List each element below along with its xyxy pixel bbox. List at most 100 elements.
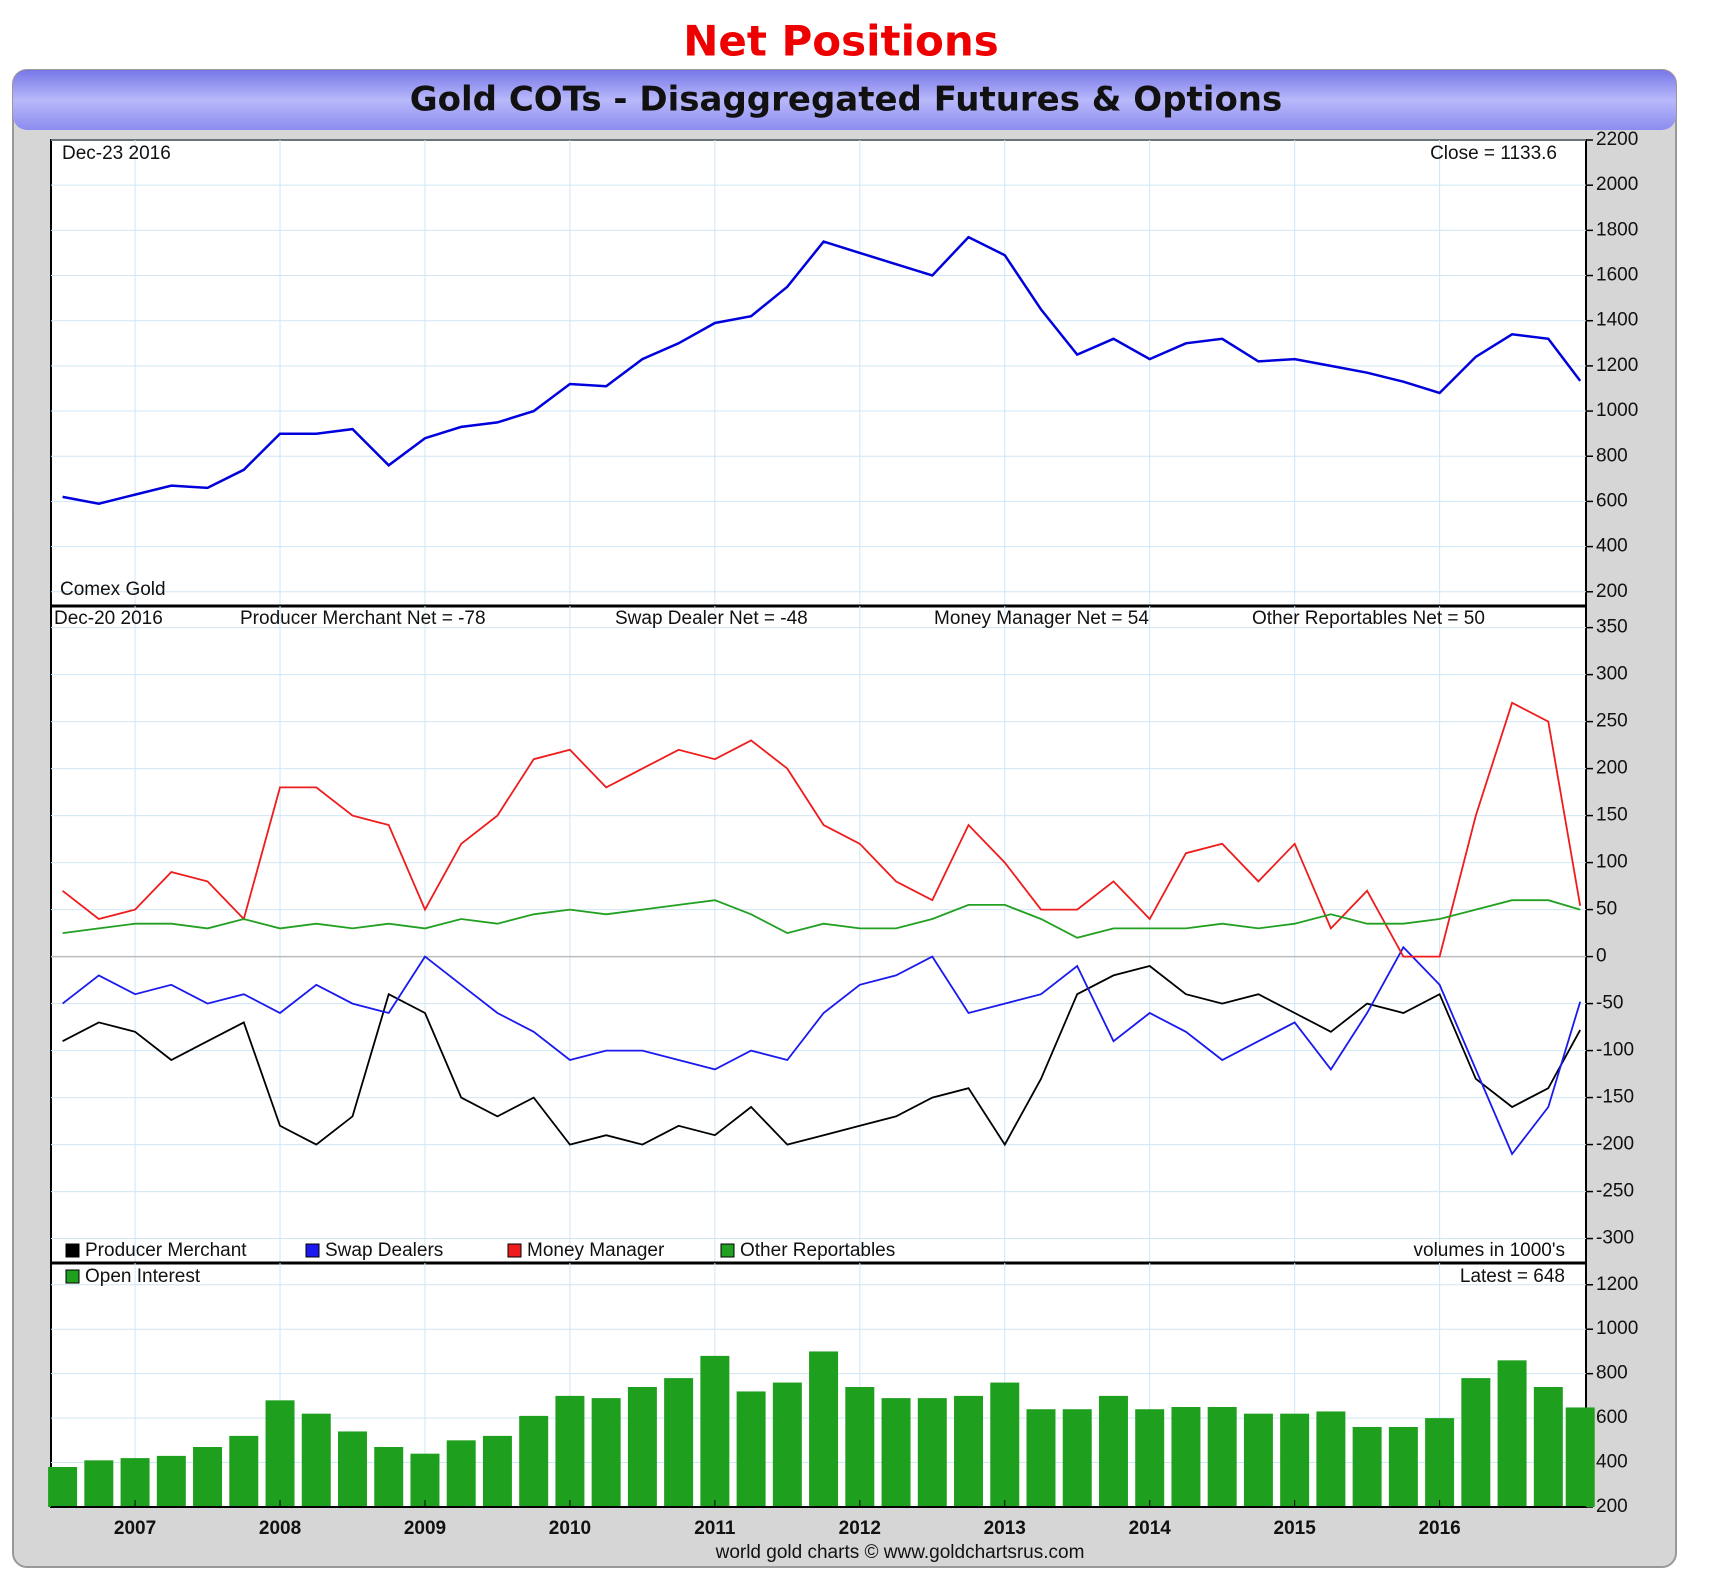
y-tick-label: 1000	[1596, 400, 1638, 421]
chart-subtitle: Gold COTs - Disaggregated Futures & Opti…	[410, 80, 1283, 120]
bar	[555, 1395, 585, 1507]
bar	[1026, 1409, 1056, 1507]
bar	[881, 1398, 911, 1507]
bar	[1461, 1378, 1491, 1507]
y-tick-label: 250	[1596, 711, 1628, 732]
y-tick-label: 300	[1596, 664, 1628, 685]
x-tick-label: 2012	[839, 1518, 881, 1539]
y-tick-label: 1200	[1596, 355, 1638, 376]
chart-title: Net Positions	[683, 17, 999, 66]
annotation: Producer Merchant Net = -78	[240, 608, 486, 629]
y-tick-label: 800	[1596, 1363, 1628, 1384]
annotation: Other Reportables Net = 50	[1252, 608, 1485, 629]
y-tick-label: 1400	[1596, 310, 1638, 331]
bar	[1565, 1407, 1595, 1507]
bar	[1497, 1360, 1527, 1507]
bar	[809, 1351, 839, 1507]
x-tick-label: 2011	[694, 1518, 736, 1539]
bar	[265, 1400, 295, 1507]
y-tick-label: -200	[1596, 1134, 1634, 1155]
annotation: Close = 1133.6	[1430, 143, 1557, 164]
bar	[1316, 1411, 1346, 1507]
bar	[917, 1398, 947, 1507]
bar	[1207, 1407, 1237, 1507]
y-tick-label: 600	[1596, 1407, 1628, 1428]
y-tick-label: 1800	[1596, 219, 1638, 240]
bar	[954, 1395, 984, 1507]
series-line	[62, 899, 1581, 939]
bar	[156, 1455, 186, 1507]
bar	[1135, 1409, 1165, 1507]
bar	[664, 1378, 694, 1507]
bar	[519, 1415, 549, 1507]
panel: 200 400 600 800 1000 1200 Open Interest Latest …	[48, 1263, 1638, 1539]
y-tick-label: 0	[1596, 946, 1607, 967]
y-tick-label: 800	[1596, 445, 1628, 466]
y-tick-label: -150	[1596, 1087, 1634, 1108]
bar	[845, 1387, 875, 1507]
x-tick-label: 2016	[1418, 1518, 1460, 1539]
header-bar	[13, 70, 1676, 130]
y-tick-label: -300	[1596, 1228, 1634, 1249]
bar	[446, 1440, 476, 1507]
bar	[229, 1435, 259, 1507]
legend-swatch	[65, 1243, 80, 1258]
bar	[772, 1382, 802, 1507]
y-tick-label: 600	[1596, 490, 1628, 511]
legend-label: Swap Dealers	[325, 1240, 443, 1261]
bar	[627, 1387, 657, 1507]
legend-label: Open Interest	[85, 1266, 201, 1287]
bar	[700, 1355, 730, 1507]
bar	[990, 1382, 1020, 1507]
y-tick-label: -50	[1596, 993, 1623, 1014]
panel: 200 400 600 800 1000 1200 1400 1600 1800 2000 2200…	[51, 129, 1638, 608]
y-tick-label: 150	[1596, 805, 1628, 826]
y-tick-label: 2000	[1596, 174, 1638, 195]
y-tick-label: 200	[1596, 581, 1628, 602]
x-tick-label: 2014	[1129, 1518, 1172, 1539]
annotation: Dec-23 2016	[62, 143, 171, 164]
bar	[1280, 1413, 1310, 1507]
series-line	[62, 965, 1581, 1147]
y-tick-label: 50	[1596, 899, 1617, 920]
legend-label: Comex Gold	[60, 579, 166, 600]
bar	[736, 1391, 766, 1507]
bar	[1388, 1427, 1418, 1507]
bar	[120, 1458, 150, 1507]
bar	[1352, 1427, 1382, 1507]
legend-label: Money Manager	[527, 1240, 665, 1261]
legend-swatch	[305, 1243, 320, 1258]
bar	[1243, 1413, 1273, 1507]
series-line	[62, 235, 1582, 505]
bar	[1171, 1407, 1201, 1507]
legend-label: Producer Merchant	[85, 1240, 247, 1261]
x-tick-label: 2013	[984, 1518, 1026, 1539]
x-tick-label: 2010	[549, 1518, 591, 1539]
panel: -300 -250 -200 -150 -100 -50 0 50 100 150 200 250 30…	[51, 606, 1634, 1265]
bar	[337, 1431, 367, 1507]
y-tick-label: 2200	[1596, 129, 1638, 150]
bar	[1098, 1395, 1128, 1507]
y-tick-label: 200	[1596, 1496, 1628, 1517]
y-tick-label: 400	[1596, 1452, 1628, 1473]
annotation: Dec-20 2016	[54, 608, 163, 629]
legend-label: Other Reportables	[740, 1240, 895, 1261]
footer: world gold charts © www.goldchartsrus.co…	[715, 1542, 1085, 1563]
plot-area	[50, 139, 1587, 1508]
bar	[84, 1460, 114, 1507]
bar	[410, 1453, 440, 1507]
annotation: Money Manager Net = 54	[934, 608, 1149, 629]
y-tick-label: 400	[1596, 536, 1628, 557]
bar	[1425, 1418, 1455, 1507]
bar	[374, 1447, 404, 1507]
y-tick-label: 350	[1596, 617, 1628, 638]
bar	[1062, 1409, 1092, 1507]
y-tick-label: 100	[1596, 852, 1628, 873]
bar	[482, 1435, 512, 1507]
annotation: Latest = 648	[1460, 1266, 1565, 1287]
series-line	[62, 701, 1582, 958]
bar	[1533, 1387, 1563, 1507]
y-tick-label: 1000	[1596, 1318, 1638, 1339]
bar	[591, 1398, 621, 1507]
